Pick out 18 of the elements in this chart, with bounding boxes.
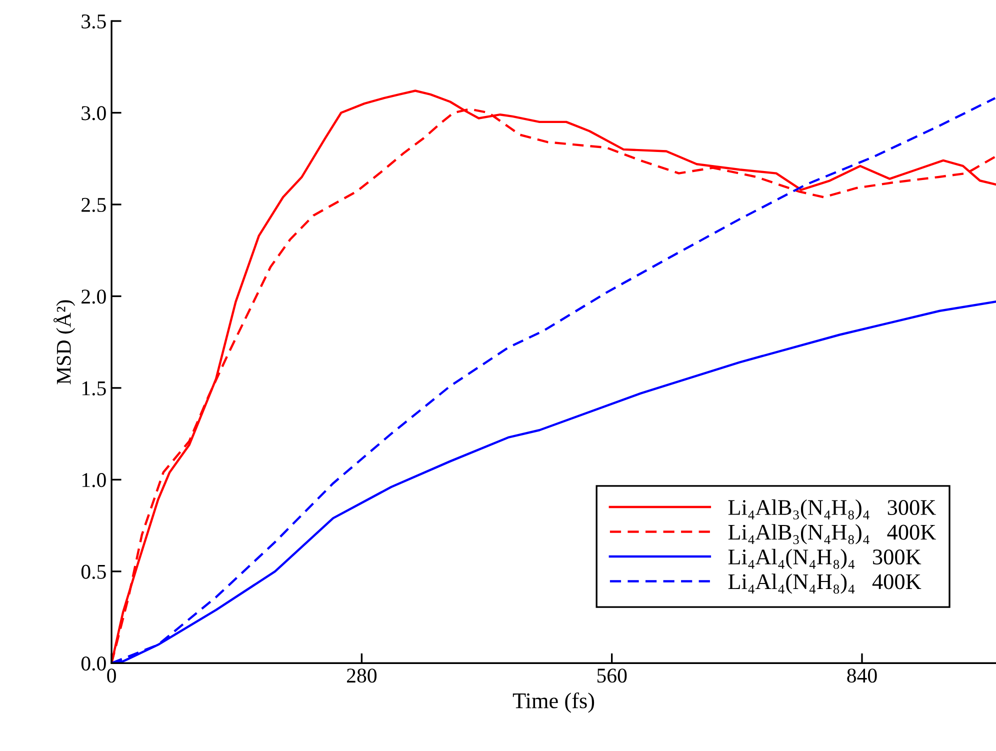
x-axis-title: Time (fs) (512, 692, 594, 713)
y-tick-label: 0.0 (81, 656, 106, 671)
y-axis-title: MSD (Å²) (53, 300, 76, 384)
y-tick-label: 3.5 (82, 14, 106, 29)
y-tick-label: 1.0 (82, 473, 106, 488)
y-tick-label: 2.5 (82, 198, 106, 212)
legend-label: Li₄Al₄(N₄H₈)₄ 400K (728, 574, 922, 594)
x-tick-label: 840 (847, 668, 877, 683)
x-tick-label: 560 (597, 668, 627, 683)
x-tick-label: 280 (346, 668, 377, 683)
y-tick-label: 1.5 (82, 381, 106, 396)
x-tick-label: 0 (107, 668, 116, 683)
legend-label: Li₄AlB₃(N₄H₈)₄ 400K (728, 524, 936, 544)
y-tick-label: 0.5 (81, 564, 106, 579)
legend-label: Li₄Al₄(N₄H₈)₄ 300K (728, 548, 922, 570)
y-tick-label: 3.0 (82, 106, 106, 120)
y-tick-label: 2.0 (82, 290, 106, 304)
legend-label: Li₄AlB₃(N₄H₈)₄ 300K (728, 499, 936, 520)
